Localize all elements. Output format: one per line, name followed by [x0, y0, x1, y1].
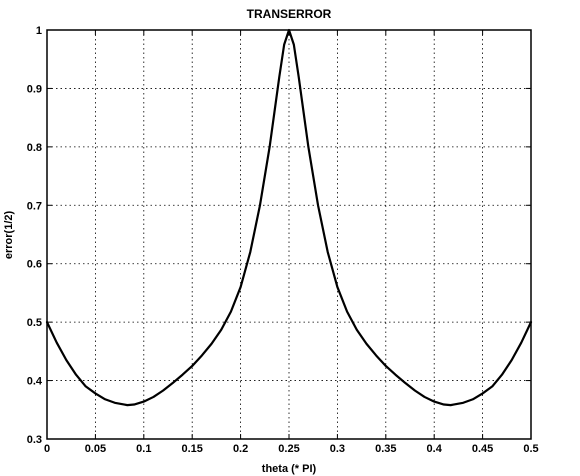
y-tick-label: 0.5 [27, 317, 42, 329]
axis-ticks: 0 0.05 0.1 0.15 0.2 0.25 0.3 0.35 0.4 0.45 0.5 0.3 0… [27, 25, 539, 455]
x-tick-label: 0 [44, 443, 50, 455]
x-tick-label: 0.35 [375, 443, 396, 455]
x-tick-label: 0.1 [136, 443, 151, 455]
x-tick-label: 0.2 [233, 443, 248, 455]
x-axis-label: theta (* PI) [262, 463, 317, 475]
y-tick-label: 0.7 [27, 200, 42, 212]
series-layer [45, 28, 533, 407]
x-tick-label: 0.15 [181, 443, 202, 455]
grid [47, 30, 531, 439]
x-tick-label: 0.4 [427, 443, 443, 455]
chart-title: TRANSERROR [247, 7, 332, 21]
x-tick-label: 0.45 [472, 443, 493, 455]
y-axis-label: error(1/2) [3, 211, 15, 260]
x-tick-label: 0.05 [85, 443, 106, 455]
y-tick-label: 0.4 [27, 376, 43, 388]
y-tick-label: 0.9 [27, 83, 42, 95]
y-tick-label: 0.8 [27, 142, 42, 154]
series-line-0 [45, 28, 533, 407]
x-tick-label: 0.25 [278, 443, 299, 455]
x-tick-label: 0.5 [523, 443, 538, 455]
x-tick-label: 0.3 [330, 443, 345, 455]
y-tick-label: 0.6 [27, 259, 42, 271]
y-tick-label: 1 [36, 25, 42, 37]
y-tick-label: 0.3 [27, 434, 42, 446]
